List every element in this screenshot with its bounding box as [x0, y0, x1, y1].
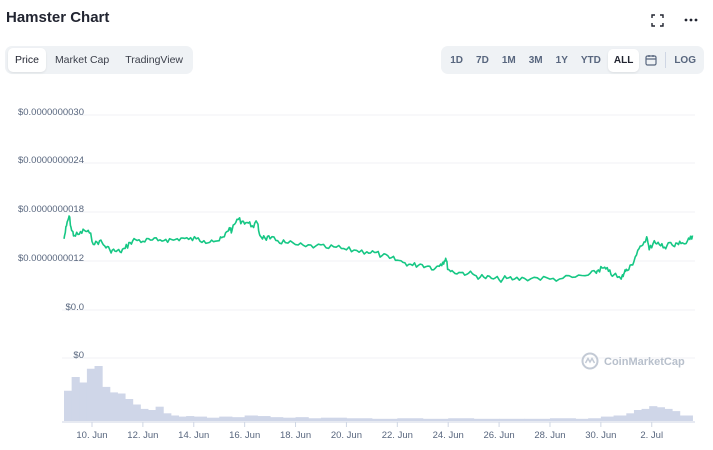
range-7d[interactable]: 7D	[476, 54, 489, 66]
watermark: CoinMarketCap	[581, 352, 685, 370]
y-tick-label: $0.0000000018	[18, 204, 84, 215]
volume-bar	[649, 406, 658, 421]
tab-price[interactable]: Price	[8, 48, 46, 72]
range-group: 1D 7D 1M 3M 1Y YTD ALL LOG	[441, 46, 704, 74]
volume-bar	[641, 408, 650, 421]
volume-bar	[664, 408, 673, 421]
volume-bar	[656, 407, 665, 421]
range-3m[interactable]: 3M	[528, 54, 543, 66]
volume-bars	[64, 366, 693, 421]
top-toolbar	[649, 12, 699, 28]
range-all[interactable]: ALL	[607, 48, 640, 72]
volume-bar	[155, 406, 164, 421]
volume-bar	[79, 382, 88, 421]
time-range-selector: 1D 7D 1M 3M 1Y YTD ALL LOG	[441, 46, 704, 74]
volume-bar	[282, 417, 297, 421]
volume-bar	[499, 418, 526, 421]
volume-bar	[473, 418, 500, 421]
volume-bar	[102, 386, 111, 421]
x-tick-label: 28. Jun	[534, 430, 565, 441]
volume-bar	[687, 415, 693, 421]
volume-bar	[626, 413, 635, 421]
volume-bar	[132, 404, 141, 421]
volume-bar	[295, 417, 309, 421]
volume-bar	[633, 410, 643, 421]
range-1m[interactable]: 1M	[501, 54, 516, 66]
x-tick-label: 18. Jun	[280, 430, 311, 441]
chart-type-tabs: Price Market Cap TradingView	[5, 46, 193, 74]
volume-bar	[308, 418, 322, 421]
x-tick-label: 10. Jun	[76, 430, 107, 441]
tab-market-cap[interactable]: Market Cap	[54, 54, 110, 66]
volume-bar	[71, 377, 80, 421]
fullscreen-icon[interactable]	[649, 12, 665, 28]
volume-bar	[206, 417, 220, 421]
volume-bar	[117, 393, 126, 421]
volume-bar	[320, 417, 347, 421]
volume-bar	[94, 366, 103, 421]
grid-lines	[62, 114, 695, 359]
x-tick-label: 12. Jun	[127, 430, 158, 441]
volume-bar	[679, 415, 688, 421]
volume-bar	[178, 416, 187, 421]
range-ytd[interactable]: YTD	[580, 54, 601, 66]
x-tick-label: 14. Jun	[178, 430, 209, 441]
volume-bar	[549, 418, 576, 421]
volume-bar	[672, 411, 681, 421]
y-tick-label: $0.0	[66, 302, 85, 313]
page-title: Hamster Chart	[6, 9, 110, 26]
price-series-line	[63, 215, 694, 283]
y-tick-label: $0	[73, 350, 84, 361]
volume-bar	[147, 410, 157, 421]
x-tick-label: 26. Jun	[483, 430, 514, 441]
range-1y[interactable]: 1Y	[555, 54, 568, 66]
x-tick-label: 30. Jun	[585, 430, 616, 441]
volume-bar	[346, 418, 373, 421]
x-tick-label: 16. Jun	[229, 430, 260, 441]
y-axis-labels: $0.0000000030 $0.0000000024 $0.0000000018 $…	[18, 107, 84, 361]
volume-bar	[86, 368, 96, 421]
volume-bar	[244, 415, 258, 421]
volume-bar	[448, 418, 475, 421]
volume-bar	[600, 416, 615, 421]
volume-bar	[524, 418, 551, 421]
volume-bar	[170, 415, 179, 421]
volume-bar	[186, 416, 195, 421]
volume-bar	[270, 417, 284, 421]
volume-bar	[588, 418, 602, 421]
range-divider	[665, 52, 667, 68]
volume-bar	[219, 416, 233, 421]
volume-bar	[231, 417, 246, 421]
tab-tradingview[interactable]: TradingView	[125, 54, 183, 66]
watermark-text: CoinMarketCap	[604, 356, 685, 368]
x-tick-label: 2. Jul	[640, 430, 663, 441]
y-tick-label: $0.0000000024	[18, 155, 84, 166]
coinmarketcap-logo-icon	[581, 352, 599, 370]
volume-bar	[397, 418, 424, 421]
volume-bar	[613, 415, 627, 421]
volume-bar	[64, 390, 73, 421]
y-tick-label: $0.0000000012	[18, 253, 84, 264]
x-tick-label: 20. Jun	[331, 430, 362, 441]
calendar-icon[interactable]	[640, 54, 662, 66]
x-axis-labels: 10. Jun 12. Jun 14. Jun 16. Jun 18. Jun 20. J…	[76, 422, 663, 441]
volume-bar	[575, 418, 589, 421]
volume-bar	[109, 392, 118, 421]
volume-bar	[125, 399, 134, 421]
volume-bar	[163, 413, 172, 421]
y-tick-label: $0.0000000030	[18, 107, 84, 118]
x-tick-label: 22. Jun	[382, 430, 413, 441]
volume-bar	[371, 418, 398, 421]
volume-bar	[140, 408, 149, 421]
volume-bar	[257, 416, 271, 421]
volume-bar	[422, 418, 449, 421]
log-scale-toggle[interactable]: LOG	[674, 54, 696, 66]
x-tick-label: 24. Jun	[433, 430, 464, 441]
more-icon[interactable]	[683, 12, 699, 28]
volume-bar	[193, 416, 207, 421]
range-1d[interactable]: 1D	[450, 54, 464, 66]
